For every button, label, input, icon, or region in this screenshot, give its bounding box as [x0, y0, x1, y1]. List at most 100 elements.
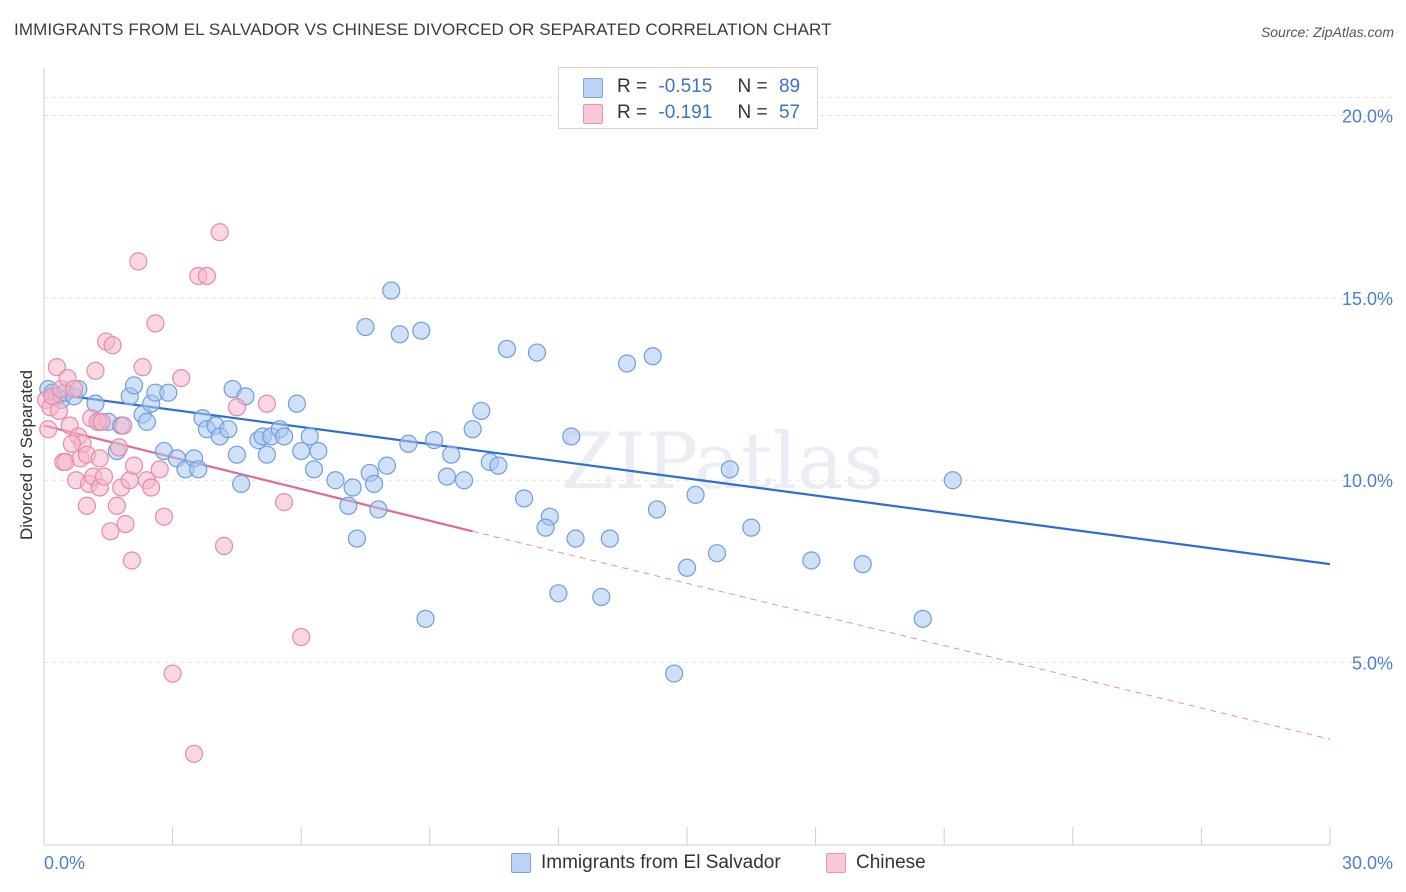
data-point-el-salvador: [343, 478, 362, 497]
data-point-el-salvador: [592, 587, 611, 607]
data-point-chinese: [274, 493, 294, 512]
data-point-el-salvador: [437, 467, 457, 486]
data-point-el-salvador: [677, 558, 697, 577]
y-axis-label: Divorced or Separated: [17, 370, 36, 540]
data-point-el-salvador: [463, 420, 482, 439]
stats-legend: R = -0.515 N = 89 R = -0.191 N = 57: [558, 67, 818, 129]
data-point-el-salvador: [472, 401, 491, 421]
data-point-chinese: [47, 358, 66, 377]
data-point-el-salvador: [287, 394, 307, 413]
data-point-el-salvador: [497, 339, 517, 359]
data-point-el-salvador: [339, 496, 358, 515]
data-point-el-salvador: [647, 500, 667, 519]
data-point-el-salvador: [416, 609, 435, 628]
blue-swatch: [511, 853, 531, 873]
data-point-el-salvador: [137, 412, 156, 431]
series-chinese-points: [37, 223, 311, 763]
data-point-chinese: [197, 266, 216, 286]
data-point-el-salvador: [347, 529, 367, 548]
data-point-el-salvador: [326, 471, 345, 490]
blue-swatch: [583, 78, 603, 98]
data-point-chinese: [86, 361, 105, 380]
data-point-chinese: [292, 627, 311, 647]
axes: [43, 68, 1331, 846]
data-point-el-salvador: [566, 529, 585, 548]
data-point-el-salvador: [377, 456, 397, 475]
x-tick-labels: 0.0% 30.0%: [44, 853, 1393, 873]
n-value: 89: [778, 76, 801, 97]
data-point-el-salvador: [232, 474, 251, 493]
legend-label: Immigrants from El Salvador: [541, 852, 781, 873]
data-point-chinese: [124, 456, 144, 475]
series-legend: Immigrants from El Salvador Chinese: [0, 852, 1406, 878]
data-point-el-salvador: [189, 460, 208, 479]
data-point-el-salvador: [549, 584, 568, 603]
data-point-el-salvador: [536, 518, 555, 537]
r-value: -0.191: [658, 102, 713, 123]
y-tick-labels: 5.0% 10.0% 15.0% 20.0%: [1342, 106, 1393, 673]
data-point-chinese: [133, 358, 152, 377]
pink-swatch: [583, 104, 603, 124]
grid-lines: [44, 96, 1392, 664]
data-point-chinese: [172, 369, 191, 388]
data-point-chinese: [49, 401, 69, 421]
data-point-chinese: [114, 416, 133, 435]
data-point-el-salvador: [219, 420, 238, 439]
data-point-el-salvador: [304, 460, 324, 479]
data-point-el-salvador: [300, 427, 319, 446]
data-point-chinese: [154, 507, 174, 526]
y-tick-label: 20.0%: [1342, 106, 1393, 126]
data-point-el-salvador: [274, 427, 294, 446]
data-point-el-salvador: [356, 317, 375, 337]
data-point-el-salvador: [489, 456, 508, 475]
data-point-chinese: [142, 478, 161, 497]
data-point-el-salvador: [124, 376, 144, 395]
data-point-el-salvador: [454, 471, 474, 490]
data-point-el-salvador: [382, 281, 401, 300]
data-point-chinese: [90, 449, 109, 468]
data-point-el-salvador: [424, 431, 444, 450]
y-tick-label: 10.0%: [1342, 471, 1393, 491]
pink-swatch: [826, 853, 846, 873]
x-tick-label: 30.0%: [1342, 853, 1393, 873]
data-point-el-salvador: [412, 321, 431, 340]
data-point-chinese: [129, 252, 148, 271]
data-point-el-salvador: [686, 485, 705, 504]
source-label: Source: ZipAtlas.com: [1260, 24, 1394, 40]
r-value: -0.515: [658, 76, 713, 97]
x-tick-label: 0.0%: [44, 853, 85, 873]
watermark: ZIPatlas: [560, 417, 883, 507]
n-label: N =: [737, 102, 768, 123]
n-value: 57: [778, 102, 801, 123]
data-point-el-salvador: [257, 445, 277, 464]
data-point-el-salvador: [369, 500, 388, 519]
data-point-chinese: [103, 336, 122, 355]
data-point-chinese: [107, 496, 126, 515]
y-tick-label: 15.0%: [1342, 289, 1393, 309]
data-point-chinese: [94, 467, 114, 486]
data-point-chinese: [39, 420, 58, 439]
data-point-chinese: [210, 223, 229, 242]
data-point-el-salvador: [707, 544, 727, 563]
data-point-chinese: [92, 412, 111, 431]
data-point-el-salvador: [515, 489, 534, 508]
data-point-el-salvador: [600, 529, 619, 548]
data-point-chinese: [146, 314, 165, 333]
data-point-chinese: [214, 536, 234, 555]
data-point-el-salvador: [802, 551, 821, 570]
series-el-salvador-points: [39, 281, 962, 683]
data-point-el-salvador: [913, 609, 932, 628]
trend-line-chinese-extension: [472, 530, 1331, 740]
data-point-chinese: [184, 744, 204, 763]
data-point-chinese: [122, 551, 141, 570]
y-tick-label: 5.0%: [1352, 654, 1393, 674]
data-point-chinese: [101, 522, 120, 541]
trend-line-el-salvador: [43, 391, 1331, 566]
data-point-chinese: [77, 496, 96, 515]
data-point-el-salvador: [643, 347, 662, 366]
data-point-chinese: [109, 438, 129, 457]
r-label: R =: [617, 76, 648, 97]
data-point-chinese: [56, 452, 75, 472]
data-point-el-salvador: [227, 445, 246, 464]
